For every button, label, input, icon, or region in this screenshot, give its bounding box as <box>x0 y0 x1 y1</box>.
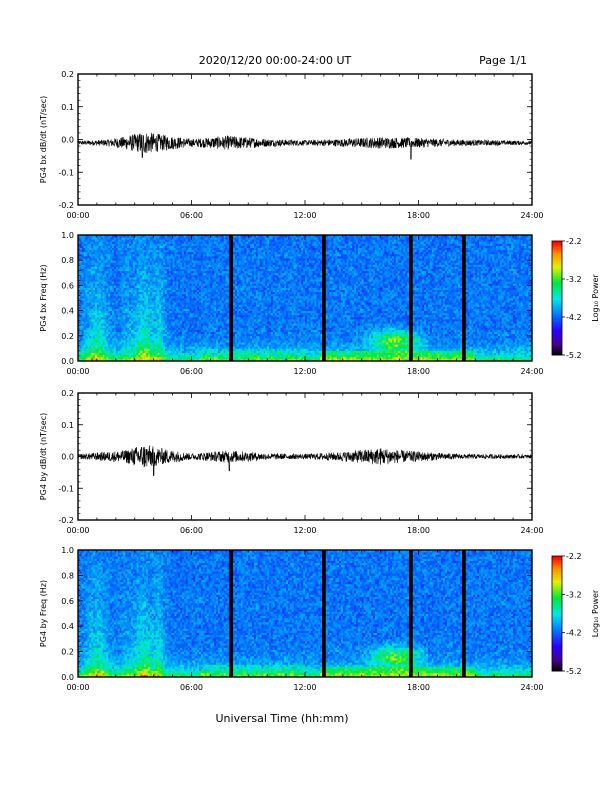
y-axis-title: PG4 bx dB/dt (nT/sec) <box>39 96 48 183</box>
y-tick-label: 0.0 <box>61 136 74 145</box>
series-trace <box>78 133 532 159</box>
y-tick-label: -0.2 <box>58 201 74 210</box>
x-tick-label: 12:00 <box>293 211 316 220</box>
page-title: 2020/12/20 00:00-24:00 UT <box>199 54 352 67</box>
page-number: Page 1/1 <box>479 54 527 67</box>
x-tick-label: 18:00 <box>407 211 430 220</box>
y-tick-label: -0.1 <box>58 168 74 177</box>
y-tick-label: 0.1 <box>61 103 74 112</box>
x-tick-label: 00:00 <box>66 211 89 220</box>
x-tick-label: 24:00 <box>520 211 543 220</box>
panels: 00:00 06:00 12:00 18:00 24:00 0.2 0.1 0.0 -0.1 -0… <box>39 70 600 692</box>
y-tick-label: 0.2 <box>61 70 74 79</box>
x-tick-label: 06:00 <box>180 211 203 220</box>
panel-1: 00:00 06:00 12:00 18:00 24:00 0.2 0.1 0.0 -0.1 -0… <box>39 70 544 220</box>
